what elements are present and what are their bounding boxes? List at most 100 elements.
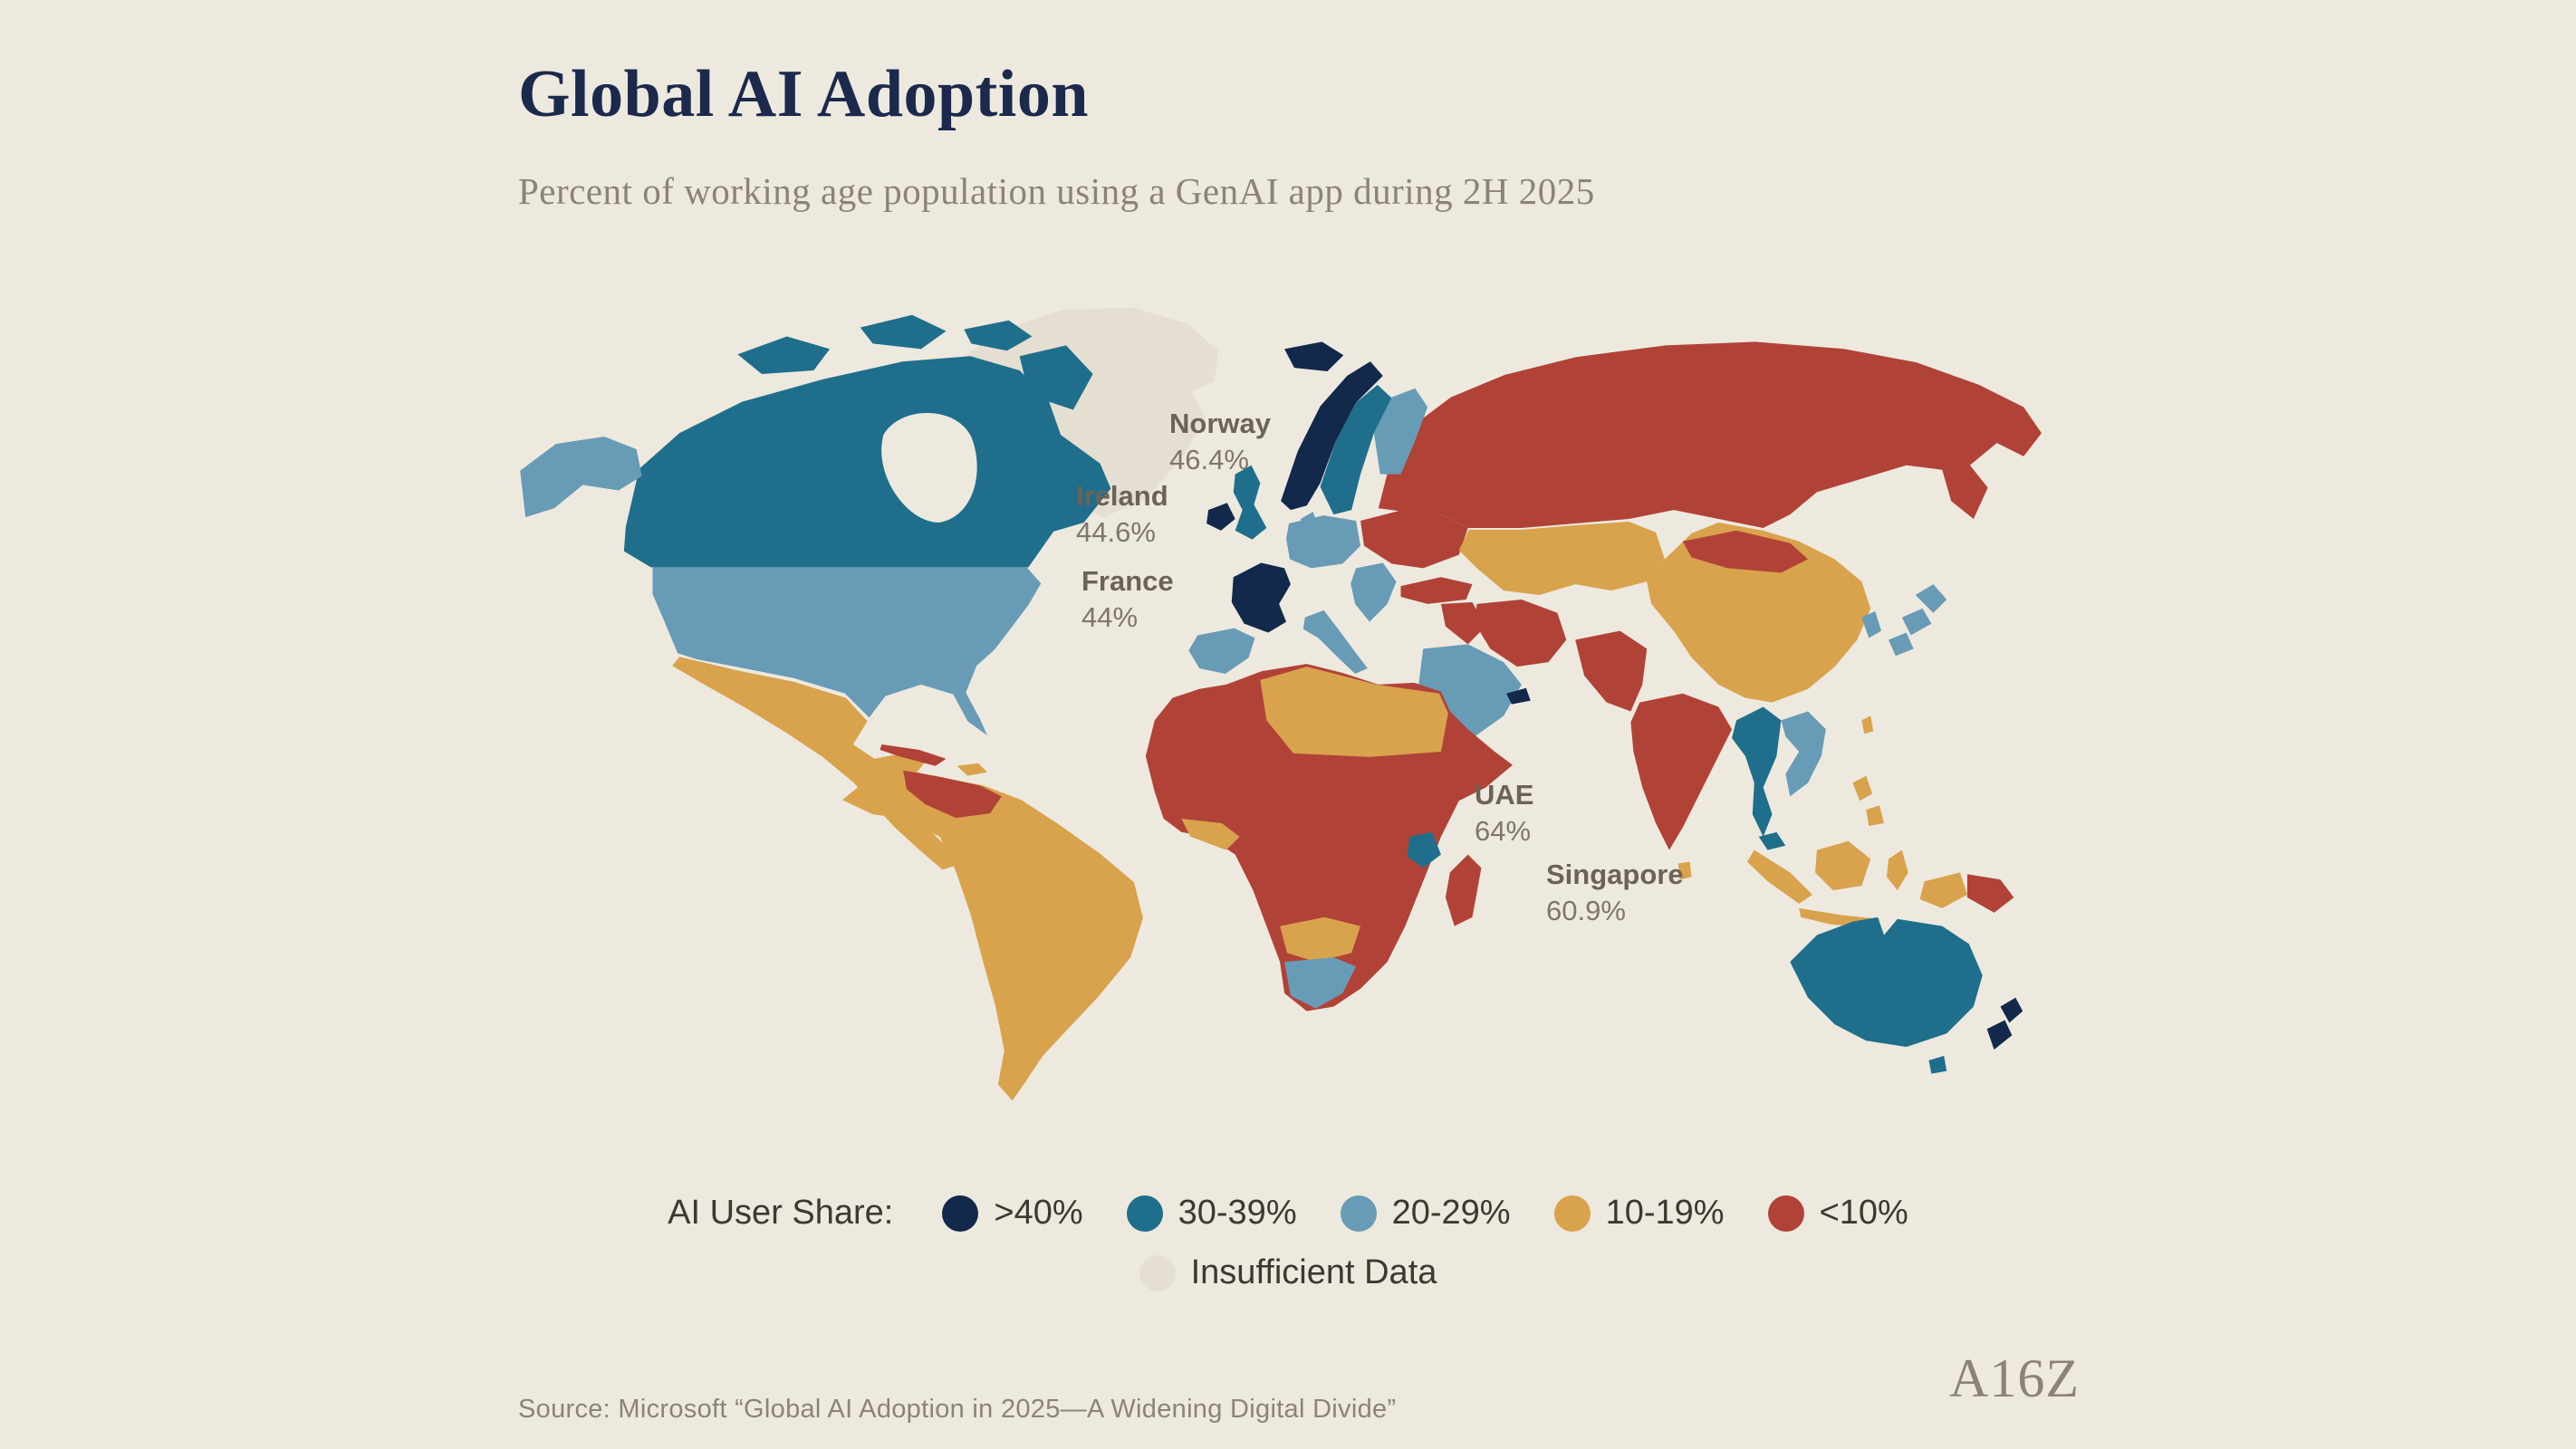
- region-cuba: [879, 744, 947, 766]
- region-sulawesi: [1887, 849, 1908, 891]
- region-madagascar: [1445, 854, 1482, 926]
- region-russia: [1378, 341, 2042, 528]
- region-southern-africa: [1280, 916, 1361, 963]
- region-south-korea: [1861, 610, 1882, 638]
- callout-country-name: France: [1081, 565, 1174, 597]
- callout-uae: UAE 64%: [1475, 777, 1533, 850]
- region-japan-1: [1915, 584, 1947, 613]
- region-vietnam: [1781, 711, 1826, 797]
- legend-title: AI User Share:: [668, 1194, 894, 1232]
- region-china: [1647, 523, 1871, 703]
- choropleth-svg: [520, 307, 2042, 1101]
- legend-label: 10-19%: [1605, 1194, 1725, 1232]
- region-alaska: [520, 437, 642, 518]
- region-india: [1630, 693, 1733, 850]
- legend-item-nodata: Insufficient Data: [1139, 1253, 1437, 1292]
- region-australia: [1790, 916, 1983, 1048]
- region-canada-baffin: [1019, 345, 1093, 410]
- region-mongolia: [1682, 530, 1809, 573]
- region-myanmar-thailand: [1732, 706, 1782, 837]
- region-usa: [652, 567, 1042, 736]
- swatch-20-29: [1340, 1195, 1377, 1232]
- region-iberia: [1188, 628, 1255, 674]
- legend-label: >40%: [994, 1194, 1083, 1232]
- region-canada: [623, 356, 1111, 568]
- region-canada-arctic-2: [860, 314, 947, 350]
- hudson-bay-water: [881, 412, 977, 523]
- region-iran: [1475, 599, 1567, 667]
- swatch-nodata: [1139, 1254, 1176, 1291]
- callout-country-value: 46.4%: [1169, 444, 1249, 476]
- legend-item-20-29: 20-29%: [1340, 1194, 1511, 1233]
- callout-france: France 44%: [1081, 563, 1174, 637]
- source-attribution: Source: Microsoft “Global AI Adoption in…: [518, 1395, 1397, 1424]
- region-tasmania: [1928, 1055, 1947, 1074]
- callout-singapore: Singapore 60.9%: [1546, 857, 1684, 930]
- callout-ireland: Ireland 44.6%: [1076, 478, 1168, 552]
- region-new-zealand-north: [2000, 997, 2023, 1023]
- region-eastern-europe: [1360, 509, 1468, 569]
- legend-item-gt40: >40%: [942, 1194, 1083, 1233]
- page-title: Global AI Adoption: [518, 57, 1090, 131]
- callout-country-value: 44%: [1081, 601, 1139, 634]
- region-hispaniola: [956, 763, 988, 776]
- region-sweden: [1320, 384, 1392, 515]
- region-south-africa: [1284, 957, 1357, 1009]
- region-north-africa: [1260, 667, 1448, 757]
- callout-country-name: UAE: [1475, 779, 1534, 811]
- region-kenya: [1407, 831, 1441, 868]
- region-taiwan: [1861, 715, 1874, 734]
- region-japan-2: [1901, 608, 1932, 636]
- legend-label: <10%: [1819, 1194, 1908, 1232]
- region-central-europe: [1286, 515, 1361, 569]
- region-italy: [1302, 609, 1368, 674]
- region-canada-arctic-3: [964, 320, 1033, 351]
- region-malaysia: [1758, 831, 1786, 850]
- region-philippines-2: [1866, 805, 1885, 826]
- region-mexico-central-america: [672, 657, 959, 870]
- legend-label: Insufficient Data: [1190, 1253, 1437, 1291]
- callout-norway: Norway 46.4%: [1169, 406, 1271, 479]
- a16z-logo: A16Z: [1949, 1348, 2080, 1408]
- region-levant-iraq: [1440, 601, 1486, 645]
- region-philippines-1: [1852, 775, 1873, 801]
- swatch-10-19: [1553, 1195, 1591, 1232]
- region-papua-new-guinea: [1966, 874, 2014, 913]
- callout-country-value: 60.9%: [1546, 895, 1626, 927]
- swatch-lt10: [1767, 1195, 1804, 1232]
- region-turkey: [1400, 577, 1473, 604]
- region-new-guinea-west: [1919, 872, 1967, 908]
- legend-item-lt10: <10%: [1767, 1194, 1908, 1233]
- region-finland: [1373, 388, 1428, 475]
- region-canada-arctic-1: [737, 336, 831, 374]
- legend-item-10-19: 10-19%: [1553, 1194, 1725, 1233]
- region-japan-3: [1888, 632, 1914, 657]
- callout-country-value: 44.6%: [1076, 516, 1156, 549]
- callout-country-name: Singapore: [1546, 859, 1684, 890]
- region-west-africa-coast: [1181, 819, 1240, 850]
- header: Global AI Adoption Percent of working ag…: [518, 56, 1595, 213]
- callout-country-value: 64%: [1475, 815, 1532, 848]
- region-new-zealand-south: [1986, 1020, 2013, 1050]
- legend: AI User Share: >40% 30-39% 20-29% 10-19%…: [0, 1194, 2576, 1233]
- region-greenland: [937, 307, 1218, 518]
- legend-item-30-39: 30-39%: [1126, 1194, 1297, 1233]
- callout-country-name: Norway: [1169, 408, 1271, 439]
- region-pakistan-afghanistan: [1575, 630, 1648, 712]
- legend-label: 30-39%: [1177, 1194, 1297, 1232]
- region-uk: [1233, 465, 1267, 540]
- region-iceland: [1284, 341, 1344, 372]
- region-denmark: [1300, 512, 1318, 531]
- legend-row-insufficient: Insufficient Data: [0, 1253, 2576, 1292]
- world-map: Norway 46.4% Ireland 44.6% France 44% UA…: [518, 299, 2058, 1122]
- region-norway: [1281, 361, 1383, 511]
- swatch-30-39: [1126, 1195, 1163, 1232]
- region-borneo: [1814, 840, 1871, 891]
- region-sri-lanka: [1677, 861, 1692, 880]
- region-sumatra: [1746, 849, 1812, 904]
- legend-label: 20-29%: [1391, 1194, 1511, 1232]
- swatch-gt40: [942, 1195, 979, 1232]
- region-central-asia: [1458, 522, 1665, 596]
